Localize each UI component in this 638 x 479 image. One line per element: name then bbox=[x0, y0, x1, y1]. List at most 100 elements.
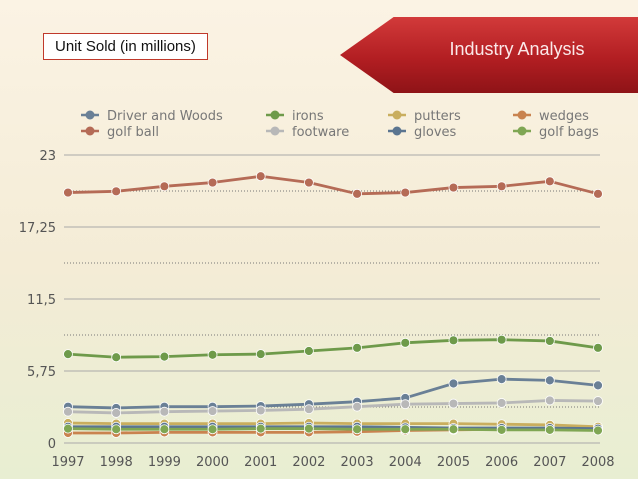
data-point-irons bbox=[111, 352, 122, 363]
data-point-golf-ball bbox=[496, 181, 507, 192]
data-point-golf-ball bbox=[304, 177, 314, 188]
series-lines bbox=[63, 171, 603, 438]
series-line-irons bbox=[67, 338, 599, 359]
data-point-golf-bags bbox=[255, 423, 266, 434]
series-line-golf-ball bbox=[67, 174, 599, 196]
series-line-putters bbox=[67, 421, 599, 429]
x-tick-label: 2005 bbox=[437, 455, 470, 470]
data-point-footware bbox=[159, 406, 170, 417]
data-point-driver-and-woods bbox=[593, 380, 603, 391]
data-point-footware bbox=[207, 406, 218, 416]
data-point-driver-and-woods bbox=[544, 375, 555, 386]
data-point-footware bbox=[255, 405, 266, 416]
x-tick-label: 2006 bbox=[485, 455, 518, 470]
legend-swatch-marker bbox=[270, 126, 280, 136]
data-point-golf-bags bbox=[544, 424, 555, 435]
data-point-footware bbox=[400, 399, 411, 410]
legend-label: golf bags bbox=[539, 125, 599, 140]
legend-swatch-marker bbox=[270, 110, 280, 120]
series-golf-bags bbox=[63, 423, 603, 436]
series-line-footware bbox=[67, 399, 599, 415]
data-point-footware bbox=[63, 406, 73, 417]
data-point-golf-bags bbox=[593, 425, 603, 436]
data-point-irons bbox=[496, 334, 507, 345]
data-point-golf-bags bbox=[400, 424, 411, 435]
series-irons bbox=[63, 334, 603, 363]
data-point-golf-bags bbox=[207, 424, 218, 435]
data-point-irons bbox=[159, 351, 170, 362]
data-point-driver-and-woods bbox=[448, 378, 459, 389]
legend-label: golf ball bbox=[107, 125, 159, 140]
x-tick-label: 2002 bbox=[292, 455, 325, 470]
data-point-golf-bags bbox=[111, 424, 122, 435]
legend-item-golf-bags: golf bags bbox=[513, 125, 599, 140]
data-point-golf-bags bbox=[448, 424, 459, 435]
series-line-gloves bbox=[68, 425, 599, 430]
y-tick-label: 23 bbox=[39, 149, 56, 164]
data-point-footware bbox=[304, 404, 314, 415]
data-point-footware bbox=[593, 396, 603, 406]
x-tick-label: 1998 bbox=[100, 455, 133, 470]
x-tick-label: 2008 bbox=[581, 455, 614, 470]
x-tick-label: 2000 bbox=[196, 455, 229, 470]
data-point-golf-ball bbox=[159, 181, 170, 192]
y-tick-label: 5,75 bbox=[27, 365, 56, 380]
series-footware bbox=[63, 395, 603, 418]
data-point-footware bbox=[111, 408, 122, 418]
legend-label: putters bbox=[414, 109, 461, 124]
data-point-golf-bags bbox=[496, 424, 507, 435]
data-point-driver-and-woods bbox=[496, 374, 507, 385]
data-point-irons bbox=[63, 349, 73, 359]
y-tick-label: 11,5 bbox=[27, 293, 56, 308]
legend-item-footware: footware bbox=[266, 125, 349, 140]
data-point-golf-ball bbox=[352, 188, 362, 199]
legend-item-gloves: gloves bbox=[388, 125, 457, 140]
legend-label: Driver and Woods bbox=[107, 109, 223, 124]
data-point-golf-bags bbox=[159, 424, 170, 435]
data-point-footware bbox=[496, 398, 507, 408]
data-point-irons bbox=[448, 335, 459, 346]
x-tick-label: 2003 bbox=[341, 455, 374, 470]
data-point-golf-ball bbox=[63, 187, 73, 198]
legend-item-driver-and-woods: Driver and Woods bbox=[81, 109, 223, 124]
legend-swatch-marker bbox=[392, 126, 402, 136]
data-point-irons bbox=[544, 336, 555, 346]
x-axis-ticks: 1997 1998 1999 2000 2001 2002 2003 2004 2005 2006… bbox=[51, 455, 614, 470]
data-point-golf-ball bbox=[255, 171, 266, 182]
series-line-golf-bags bbox=[67, 427, 599, 432]
data-point-golf-ball bbox=[593, 188, 603, 199]
x-tick-label: 2007 bbox=[533, 455, 566, 470]
legend-item-irons: irons bbox=[266, 109, 324, 124]
data-point-footware bbox=[352, 401, 362, 412]
legend-swatch-marker bbox=[85, 110, 95, 120]
data-point-golf-ball bbox=[111, 186, 122, 197]
data-point-footware bbox=[544, 395, 555, 406]
x-tick-label: 2004 bbox=[389, 455, 422, 470]
legend-swatch-marker bbox=[517, 126, 527, 136]
x-tick-label: 2001 bbox=[244, 455, 277, 470]
legend-label: irons bbox=[292, 109, 324, 124]
legend-label: gloves bbox=[414, 125, 457, 140]
data-point-irons bbox=[304, 346, 314, 356]
industry-analysis-banner: Industry Analysis bbox=[340, 17, 638, 93]
legend-label: footware bbox=[292, 125, 349, 140]
legend-label: wedges bbox=[539, 109, 589, 124]
data-point-golf-bags bbox=[352, 424, 362, 435]
legend-item-wedges: wedges bbox=[513, 109, 589, 124]
data-point-golf-ball bbox=[207, 177, 218, 188]
series-golf-ball bbox=[63, 171, 603, 199]
legend-item-golf-ball: golf ball bbox=[81, 125, 159, 140]
banner-title: Industry Analysis bbox=[449, 39, 585, 59]
legend-swatch-marker bbox=[517, 110, 527, 120]
data-point-golf-ball bbox=[448, 182, 459, 193]
x-tick-label: 1997 bbox=[51, 455, 84, 470]
data-point-irons bbox=[352, 342, 362, 353]
data-point-golf-ball bbox=[544, 176, 555, 187]
grid-lines bbox=[64, 154, 600, 444]
series-line-driver-and-woods bbox=[67, 377, 599, 410]
data-point-irons bbox=[255, 349, 266, 359]
legend-item-putters: putters bbox=[388, 109, 461, 124]
data-point-golf-bags bbox=[63, 423, 73, 434]
banner-arrow-shape bbox=[340, 17, 638, 93]
